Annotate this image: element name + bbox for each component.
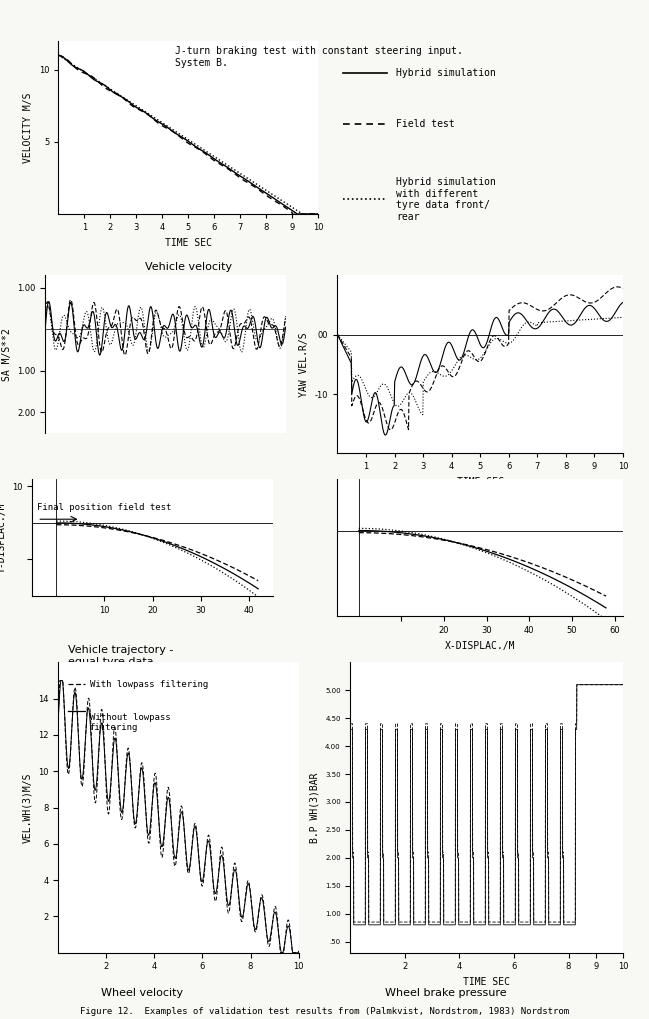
Y-axis label: VEL.WH(3)M/S: VEL.WH(3)M/S <box>23 772 32 843</box>
Text: Without lowpass
filtering: Without lowpass filtering <box>90 712 170 732</box>
Text: Vehicle yaw velocity: Vehicle yaw velocity <box>381 503 494 514</box>
Text: Wheel velocity: Wheel velocity <box>101 987 184 998</box>
X-axis label: X-DISPLAC./M: X-DISPLAC./M <box>445 641 515 651</box>
Text: Vehicle lateral
acceleration: Vehicle lateral acceleration <box>89 484 168 505</box>
Text: Field test: Field test <box>396 119 455 129</box>
Y-axis label: YAW VEL.R/S: YAW VEL.R/S <box>299 332 310 396</box>
Y-axis label: Y-DISPLAC./M: Y-DISPLAC./M <box>0 502 6 573</box>
Text: Hybrid simulation
with different
tyre data front/
rear: Hybrid simulation with different tyre da… <box>396 177 496 222</box>
Text: J-turn braking test with constant steering input.
System B.: J-turn braking test with constant steeri… <box>175 46 463 67</box>
Text: Wheel brake pressure: Wheel brake pressure <box>385 987 507 998</box>
Text: With lowpass filtering: With lowpass filtering <box>90 680 208 689</box>
Text: Vehicle trajectory -
different tyre data
front/rear: Vehicle trajectory - different tyre data… <box>360 675 466 707</box>
Text: Final position field test: Final position field test <box>37 503 171 513</box>
Y-axis label: B.P WH(3)BAR: B.P WH(3)BAR <box>310 772 319 843</box>
X-axis label: TIME SEC: TIME SEC <box>457 477 504 487</box>
Y-axis label: VELOCITY M/S: VELOCITY M/S <box>23 92 33 163</box>
Text: Hybrid simulation: Hybrid simulation <box>396 67 496 77</box>
Text: Vehicle trajectory -
equal tyre data: Vehicle trajectory - equal tyre data <box>69 645 174 666</box>
X-axis label: TIME SEC: TIME SEC <box>165 237 212 248</box>
Text: Vehicle velocity: Vehicle velocity <box>145 263 232 272</box>
X-axis label: TIME SEC: TIME SEC <box>463 977 510 987</box>
Text: Figure 12.  Examples of validation test results from (Palmkvist, Nordstrom, 1983: Figure 12. Examples of validation test r… <box>80 1007 569 1016</box>
Y-axis label: SA M/S**2: SA M/S**2 <box>2 328 12 380</box>
